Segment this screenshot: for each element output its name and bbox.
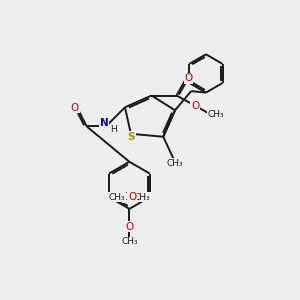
- Text: CH₃: CH₃: [134, 193, 150, 202]
- Text: CH₃: CH₃: [208, 110, 225, 118]
- Text: N: N: [100, 118, 109, 128]
- Text: CH₃: CH₃: [121, 237, 138, 246]
- Text: O: O: [122, 192, 131, 202]
- Text: CH₃: CH₃: [167, 159, 183, 168]
- Text: O: O: [128, 192, 136, 202]
- Text: O: O: [71, 103, 79, 113]
- Text: O: O: [191, 101, 199, 111]
- Text: CH₃: CH₃: [109, 193, 125, 202]
- Text: H: H: [110, 125, 117, 134]
- Text: S: S: [128, 132, 135, 142]
- Text: O: O: [184, 74, 192, 83]
- Text: O: O: [125, 222, 134, 232]
